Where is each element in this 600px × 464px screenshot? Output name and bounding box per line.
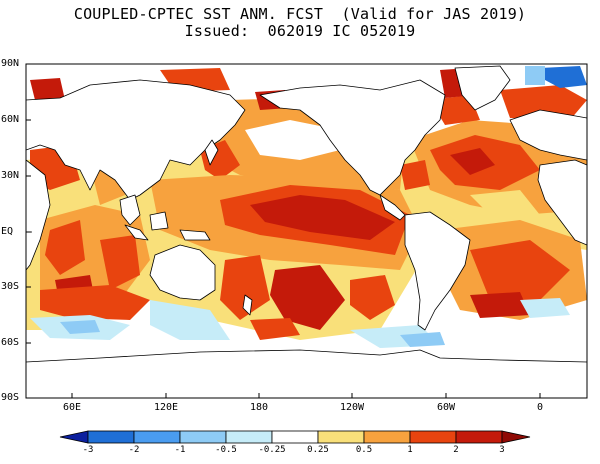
- map-frame: [25, 63, 588, 399]
- cool-light-southern-c: [150, 300, 230, 340]
- land-africa-west: [537, 159, 587, 246]
- land-australia: [149, 244, 216, 301]
- warm-strong-indian-east: [100, 235, 140, 290]
- lat-label-90n: 90N: [1, 58, 20, 69]
- land-new-zealand: [242, 294, 253, 316]
- colorbar-label-3: 3: [499, 445, 505, 455]
- warm-strong-s-atlantic: [470, 240, 570, 300]
- land-masses: [26, 65, 587, 398]
- warm-strong-indian-west: [45, 220, 85, 275]
- colorbar-swatch-neg1-neg05: [179, 430, 227, 444]
- land-borneo: [149, 211, 169, 231]
- map-title-line1: COUPLED-CPTEC SST ANM. FCST (Valid for J…: [73, 5, 527, 23]
- land-north-america: [259, 79, 446, 196]
- lat-label-60n: 60N: [1, 114, 20, 125]
- warm-strong-sp-east: [350, 275, 395, 320]
- colorbar-label-1: 1: [407, 445, 413, 455]
- colorbar-swatch-neg2-neg1: [133, 430, 181, 444]
- land-africa-east: [26, 159, 51, 271]
- warm-light-trop-atlantic: [470, 190, 540, 225]
- colorbar-label-025: 0.25: [307, 445, 329, 455]
- lon-label-60e: 60E: [62, 402, 82, 413]
- colorbar-swatch-05-1: [363, 430, 411, 444]
- colorbar-swatch-1-2: [409, 430, 457, 444]
- warm-strong-gulf: [400, 160, 430, 190]
- lon-label-120e: 120E: [153, 402, 179, 413]
- land-antarctica: [26, 349, 587, 398]
- colorbar-swatch-below-neg3: [59, 430, 89, 444]
- warm-max-eq-pacific: [250, 195, 395, 240]
- colorbar-label-neg1: -1: [174, 445, 186, 455]
- cool-mid-southern-w: [60, 320, 100, 334]
- colorbar-label-neg05: -0.5: [215, 445, 237, 455]
- warm-max-arctic-nw: [30, 78, 65, 100]
- land-sumatra: [124, 224, 149, 241]
- warm-max-sp-central: [270, 265, 345, 330]
- land-japan: [204, 139, 219, 166]
- lon-label-60w: 60W: [436, 402, 456, 413]
- land-indochina: [119, 194, 141, 226]
- warm-strong-s-indian: [40, 285, 150, 320]
- land-south-america: [404, 211, 471, 331]
- lon-label-120w: 120W: [339, 402, 365, 413]
- colorbar-swatch-2-3: [455, 430, 503, 444]
- lat-label-30n: 30N: [1, 170, 20, 181]
- colorbar-swatch-neg025-025: [271, 430, 319, 444]
- cool-light-arctic-ne: [525, 66, 545, 85]
- colorbar-label-neg2: -2: [128, 445, 140, 455]
- colorbar-swatch-above-3: [501, 430, 531, 444]
- lat-label-90s: 90S: [1, 392, 20, 403]
- colorbar-label-05: 0.5: [355, 445, 373, 455]
- warm-strong-sp-west: [220, 255, 270, 320]
- colorbar-label-2: 2: [453, 445, 459, 455]
- lat-label-eq: EQ: [1, 226, 14, 237]
- colorbar-swatch-025-05: [317, 430, 365, 444]
- cool-north-pacific: [245, 120, 340, 160]
- lat-label-30s: 30S: [1, 281, 20, 292]
- map-title-line2: Issued: 062019 IC 052019: [184, 22, 416, 40]
- lon-label-0: 0: [536, 402, 544, 413]
- cool-light-s-atlantic: [520, 298, 570, 318]
- lon-ticks: [71, 393, 541, 398]
- colorbar: [59, 430, 531, 444]
- lat-ticks: [26, 63, 31, 399]
- warm-max-n-atlantic: [450, 148, 495, 175]
- lat-label-60s: 60S: [1, 337, 20, 348]
- land-new-guinea: [179, 229, 211, 241]
- land-eurasia: [26, 79, 246, 201]
- cool-mid-drake: [400, 332, 445, 347]
- land-central-america: [379, 194, 406, 221]
- land-greenland: [454, 65, 511, 111]
- warm-max-s-atlantic: [470, 292, 530, 318]
- land-europe: [509, 109, 587, 161]
- cool-strong-arctic-ne: [540, 66, 587, 88]
- colorbar-label-neg025: -0.25: [258, 445, 286, 455]
- warm-strong-sp-band: [250, 318, 300, 340]
- colorbar-swatch-neg05-neg025: [225, 430, 273, 444]
- warm-strong-norwegian: [500, 85, 587, 120]
- lon-label-180: 180: [249, 402, 269, 413]
- colorbar-swatch-neg3-neg2: [87, 430, 135, 444]
- colorbar-label-neg3: -3: [82, 445, 94, 455]
